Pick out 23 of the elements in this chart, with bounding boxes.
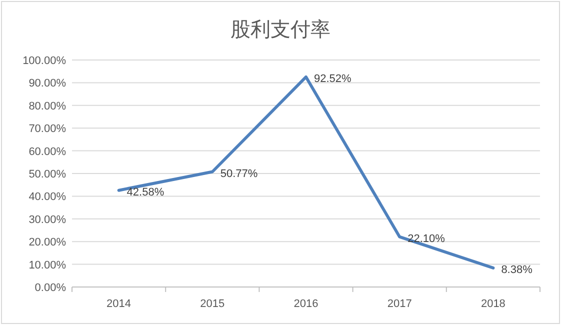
y-tick-label: 100.00% xyxy=(22,55,66,67)
x-tick-label: 2015 xyxy=(200,298,225,310)
data-label: 92.52% xyxy=(314,72,352,85)
data-label: 42.58% xyxy=(126,186,164,198)
y-tick-label: 60.00% xyxy=(28,146,66,158)
y-tick-label: 80.00% xyxy=(28,100,66,112)
y-tick-label: 40.00% xyxy=(28,191,66,204)
x-tick-label: 2016 xyxy=(294,298,318,310)
data-label: 8.38% xyxy=(501,264,533,276)
line-series xyxy=(117,75,495,270)
y-tick-label: 70.00% xyxy=(28,123,66,136)
y-tick-label: 20.00% xyxy=(28,236,66,249)
y-tick-label: 30.00% xyxy=(28,214,66,226)
data-label: 22.10% xyxy=(408,232,446,245)
y-tick-label: 0.00% xyxy=(34,282,66,294)
y-tick-label: 10.00% xyxy=(28,259,66,272)
x-tick-label: 2018 xyxy=(480,298,506,310)
y-tick-label: 90.00% xyxy=(28,78,66,90)
data-label: 50.77% xyxy=(220,168,258,180)
chart-title: 股利支付率 xyxy=(230,19,330,41)
x-tick-label: 2014 xyxy=(106,298,132,310)
x-tick-label: 2017 xyxy=(387,298,412,310)
y-tick-label: 50.00% xyxy=(28,168,66,180)
